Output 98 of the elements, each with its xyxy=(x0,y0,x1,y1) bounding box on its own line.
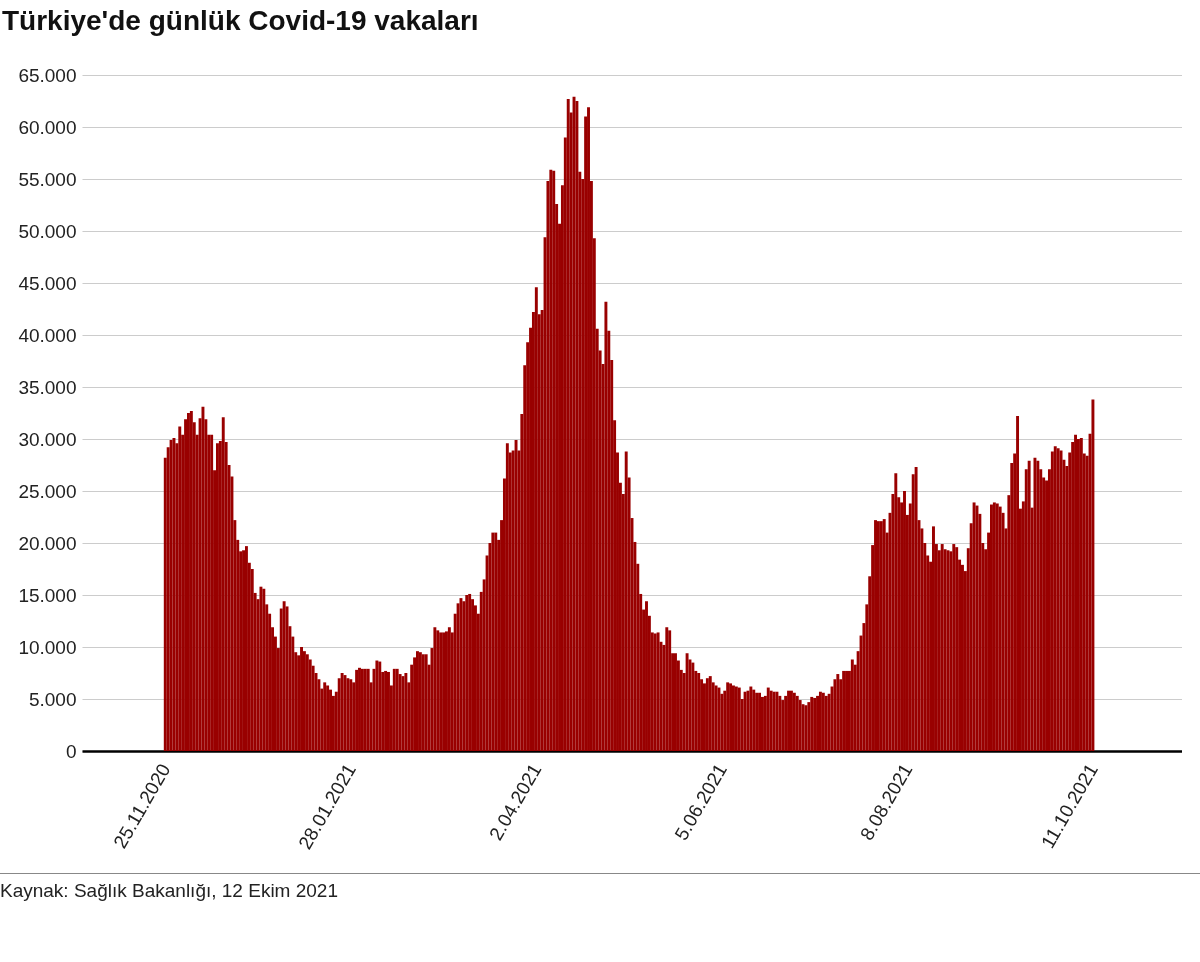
bar xyxy=(305,654,309,751)
y-tick-label: 20.000 xyxy=(18,532,77,554)
bar xyxy=(778,695,782,751)
bar xyxy=(842,670,846,751)
bar xyxy=(549,169,553,751)
bar xyxy=(468,593,472,751)
bar xyxy=(749,686,753,751)
chart-title: Türkiye'de günlük Covid-19 vakaları xyxy=(2,5,479,36)
bar xyxy=(697,673,701,751)
bar xyxy=(995,503,999,751)
bar xyxy=(366,668,370,751)
bar xyxy=(821,692,825,751)
bar xyxy=(998,506,1002,751)
bar xyxy=(494,532,498,751)
bar xyxy=(824,695,828,751)
bar xyxy=(784,695,788,751)
bar xyxy=(421,654,425,751)
bar xyxy=(262,588,266,751)
bar xyxy=(752,689,756,751)
bar xyxy=(656,632,660,751)
bar xyxy=(1091,399,1095,751)
bar xyxy=(914,467,918,751)
bar xyxy=(665,627,669,751)
bar xyxy=(349,679,353,751)
bar xyxy=(882,519,886,751)
y-tick-label: 5.000 xyxy=(28,688,77,710)
bar xyxy=(708,676,712,751)
y-tick-label: 50.000 xyxy=(18,220,77,242)
bar xyxy=(685,653,689,751)
bar xyxy=(552,170,556,751)
bar xyxy=(955,547,959,751)
bar xyxy=(798,700,802,751)
bar xyxy=(392,668,396,751)
bar xyxy=(653,633,657,751)
bar xyxy=(433,627,437,751)
bar xyxy=(952,544,956,751)
bar xyxy=(575,101,579,751)
y-tick-label: 65.000 xyxy=(18,64,77,86)
bar xyxy=(447,627,451,751)
bar xyxy=(604,301,608,751)
bar xyxy=(792,692,796,751)
y-tick-label: 40.000 xyxy=(18,324,77,346)
text: Kaynak: Sağlık Bakanlığı, 12 Ekim 2021 xyxy=(0,880,339,902)
bar xyxy=(1033,457,1037,751)
bar xyxy=(418,652,422,751)
bar xyxy=(668,630,672,751)
y-tick-label: 55.000 xyxy=(18,168,77,190)
bar xyxy=(282,601,286,751)
bar xyxy=(323,682,327,751)
y-tick-label: 35.000 xyxy=(18,376,77,398)
bar xyxy=(894,473,898,751)
bar xyxy=(465,595,469,751)
bar xyxy=(781,700,785,751)
bar xyxy=(375,660,379,751)
bar xyxy=(201,406,205,751)
bar xyxy=(395,668,399,751)
bar xyxy=(221,417,225,751)
bar xyxy=(1027,460,1031,751)
bar xyxy=(1079,437,1083,751)
bar xyxy=(326,685,330,751)
bar xyxy=(940,544,944,751)
y-tick-label: 45.000 xyxy=(18,272,77,294)
bar xyxy=(1016,416,1020,751)
bar xyxy=(766,687,770,751)
bar xyxy=(424,654,428,751)
bar xyxy=(363,668,367,751)
y-tick-label: 10.000 xyxy=(18,636,77,658)
bar xyxy=(178,426,182,751)
y-tick-label: 0 xyxy=(65,740,77,762)
bar xyxy=(836,674,840,751)
bar xyxy=(436,630,440,751)
bar xyxy=(810,696,814,751)
bar xyxy=(534,287,538,751)
bar xyxy=(813,697,817,751)
bar xyxy=(505,443,509,751)
bar xyxy=(491,532,495,751)
bar xyxy=(259,586,263,751)
bar xyxy=(1036,460,1040,751)
bar xyxy=(439,632,443,751)
bar xyxy=(992,502,996,751)
y-tick-label: 25.000 xyxy=(18,480,77,502)
bar xyxy=(737,687,741,751)
y-tick-label: 60.000 xyxy=(18,116,77,138)
bar xyxy=(850,659,854,751)
bar xyxy=(726,682,730,751)
bar xyxy=(705,678,709,751)
bar xyxy=(755,692,759,751)
bar xyxy=(210,434,214,751)
bar xyxy=(734,686,738,751)
bar xyxy=(378,661,382,751)
bar xyxy=(189,410,193,751)
y-tick-label: 15.000 xyxy=(18,584,77,606)
bar xyxy=(624,451,628,751)
bar xyxy=(879,521,883,751)
bar xyxy=(1053,446,1057,751)
y-tick-label: 30.000 xyxy=(18,428,77,450)
bar xyxy=(566,98,570,751)
bar xyxy=(795,695,799,751)
